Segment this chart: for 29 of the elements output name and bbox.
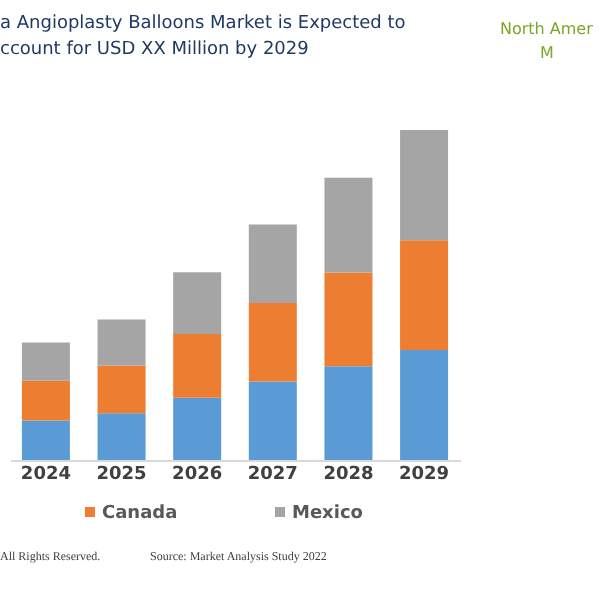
bar (173, 397, 222, 460)
text: North Amer (500, 20, 595, 38)
bar (97, 365, 146, 414)
bar (400, 240, 449, 351)
bar (21, 420, 70, 460)
bar (400, 130, 449, 241)
x-tick-label: 2029 (399, 465, 450, 485)
legend-label: Mexico (292, 504, 363, 524)
text: M (540, 44, 554, 62)
bar (173, 333, 222, 398)
bar (400, 350, 449, 460)
bar (173, 272, 222, 334)
legend-label: Canada (102, 504, 178, 524)
x-tick-label: 2024 (20, 465, 71, 485)
bar (21, 380, 70, 421)
bar (97, 413, 146, 460)
x-tick-label: 2027 (247, 465, 298, 485)
x-tick-label: 2025 (96, 465, 147, 485)
chart-title: a Angioplasty Balloons Market is Expected to ccount for USD XX Million by 2029 (0, 14, 407, 60)
x-tick-label: 2026 (172, 465, 223, 485)
bar (324, 177, 373, 273)
bar (248, 302, 297, 382)
bar (97, 319, 146, 366)
bar (248, 224, 297, 303)
bar (21, 342, 70, 381)
bar (324, 272, 373, 367)
bar (248, 381, 297, 460)
bar (324, 366, 373, 460)
x-tick-label: 2028 (323, 465, 374, 485)
